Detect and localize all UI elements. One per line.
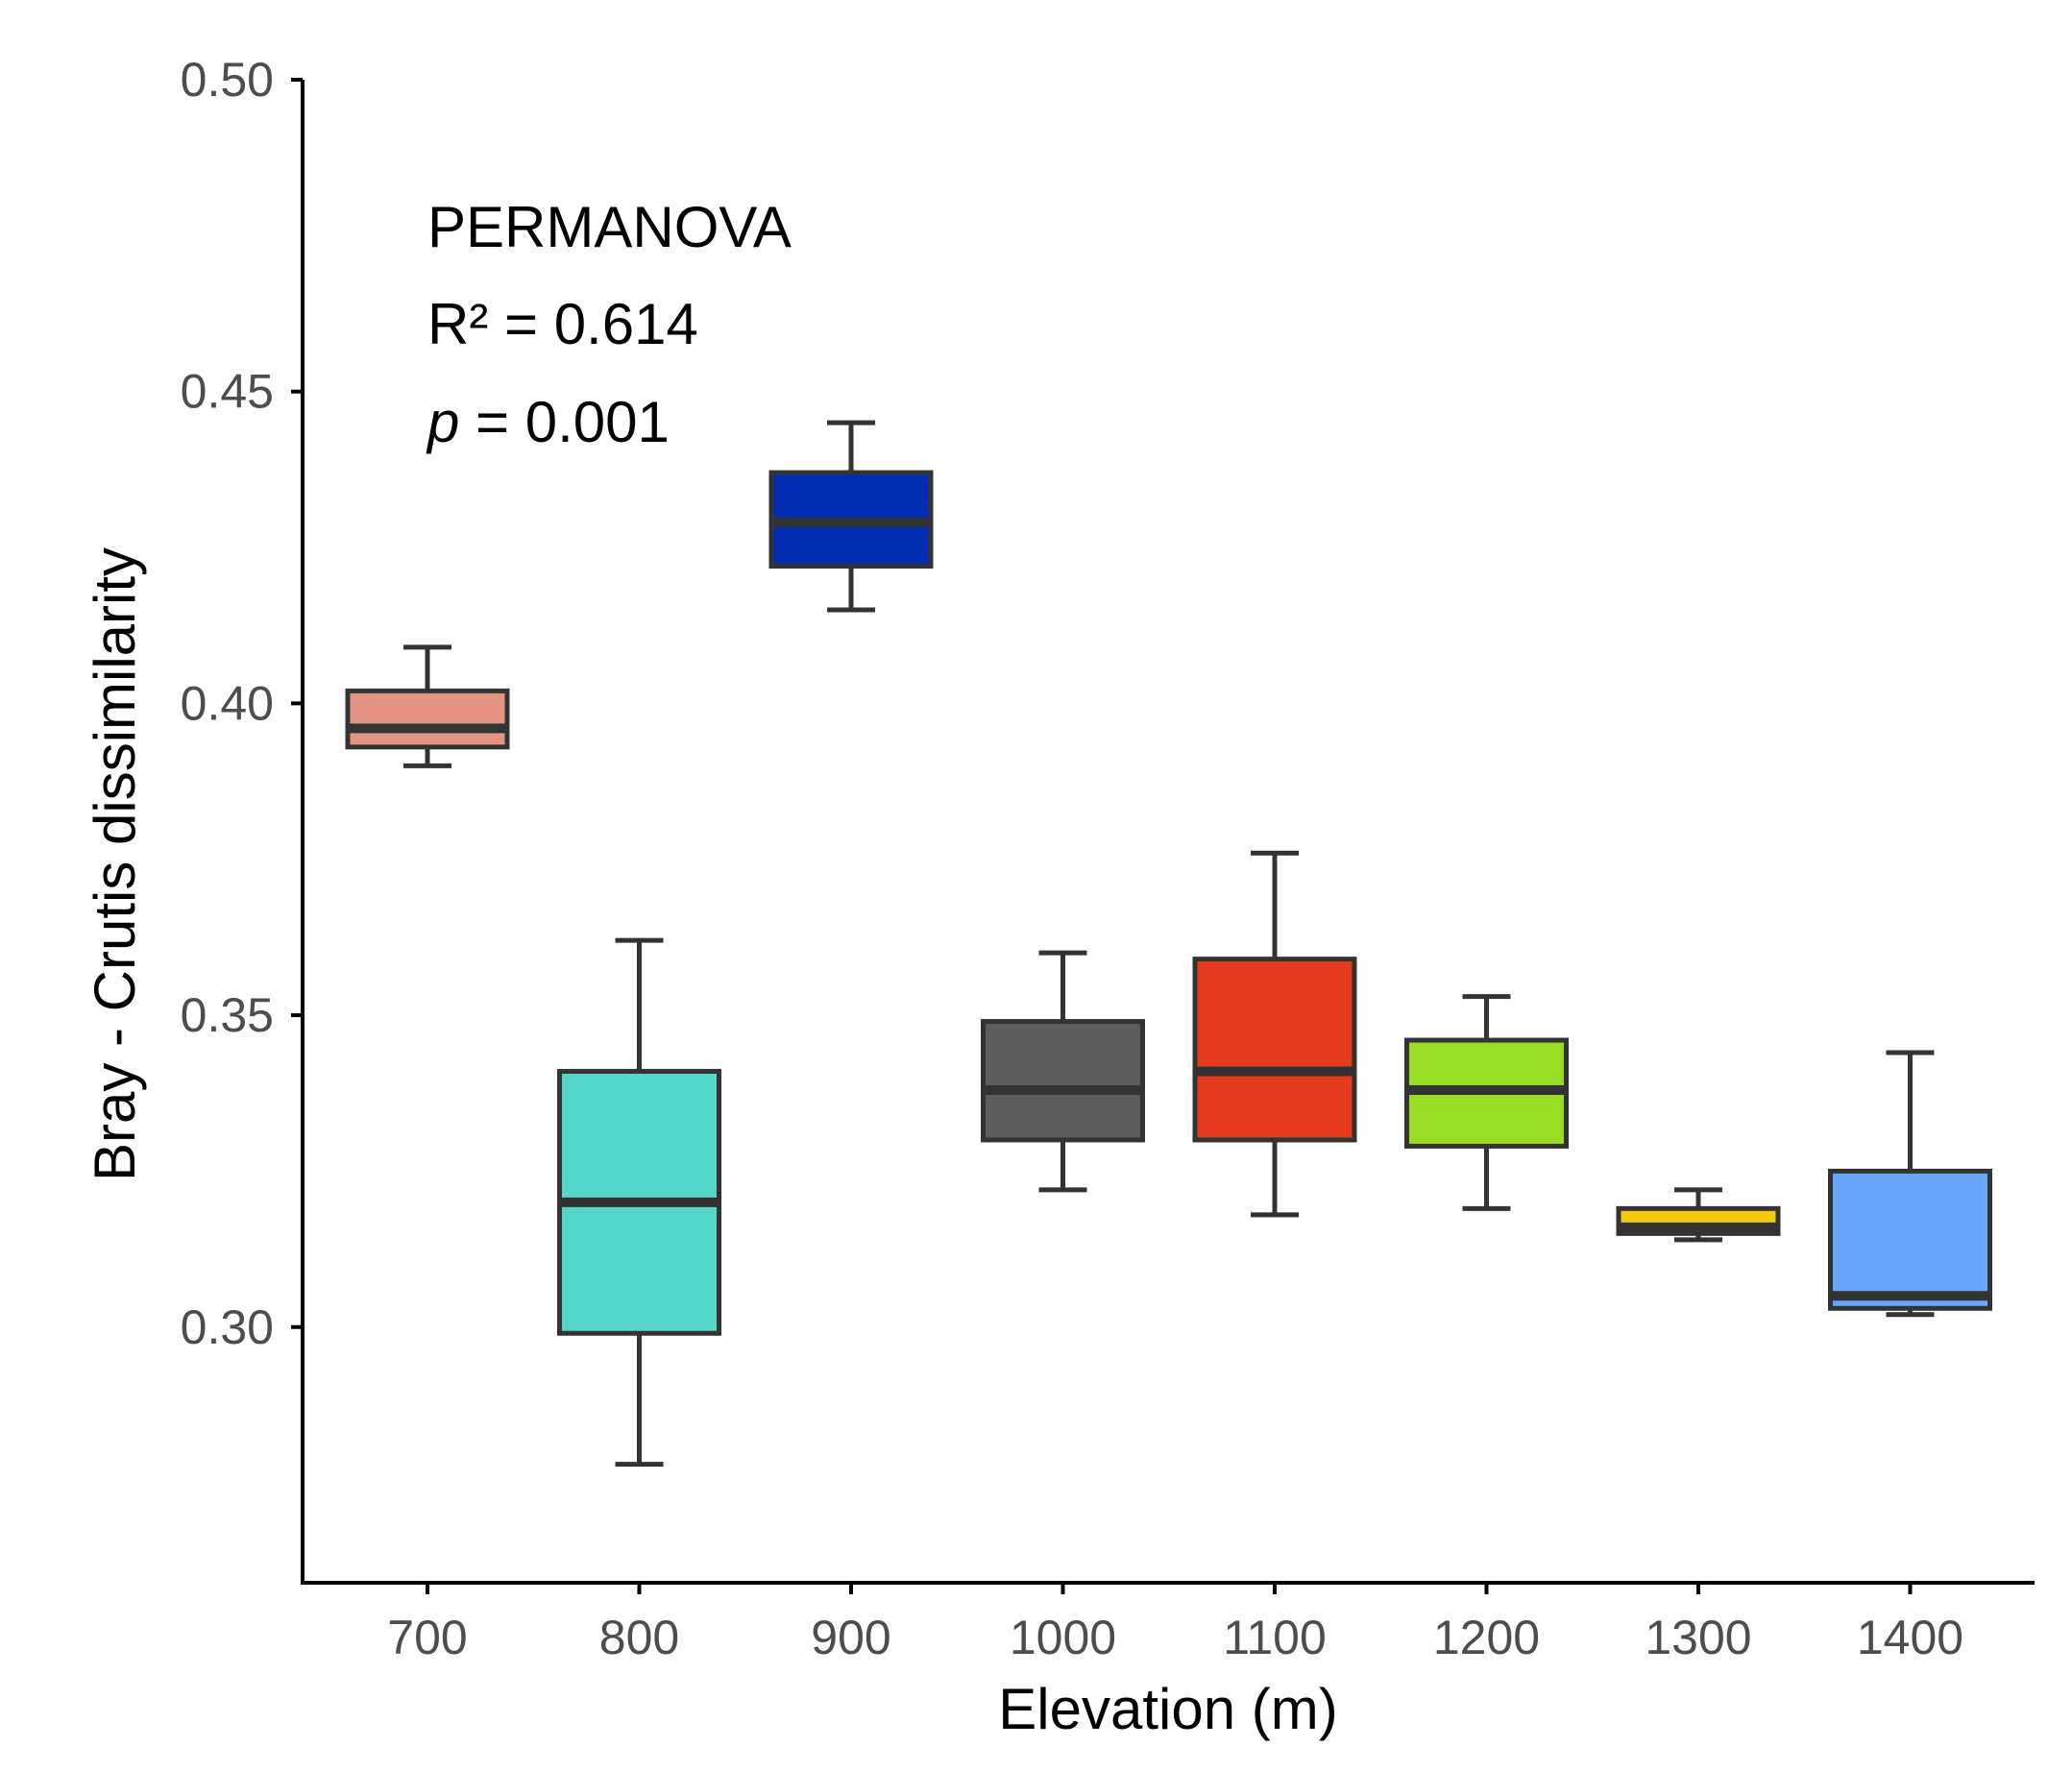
box-body bbox=[1828, 1168, 1992, 1311]
box-700 bbox=[345, 644, 510, 768]
annotation-title: PERMANOVA bbox=[427, 195, 792, 259]
box-800 bbox=[557, 937, 721, 1468]
boxes-layer bbox=[345, 420, 1992, 1468]
x-tick-label: 1000 bbox=[1010, 1611, 1116, 1664]
box-1000 bbox=[981, 950, 1145, 1193]
box-1400 bbox=[1828, 1050, 1992, 1318]
y-tick-label: 0.45 bbox=[181, 365, 274, 419]
box-1100 bbox=[1192, 850, 1357, 1218]
annotation-p-value: p = 0.001 bbox=[426, 390, 670, 454]
permanova-annotation: PERMANOVA R² = 0.614 p = 0.001 bbox=[426, 195, 792, 454]
annotation-p-symbol: p bbox=[426, 390, 459, 454]
box-body bbox=[1192, 957, 1357, 1143]
annotation-p-text: = 0.001 bbox=[459, 390, 670, 454]
x-tick-label: 800 bbox=[599, 1611, 679, 1664]
box-900 bbox=[768, 420, 934, 613]
x-tick-label: 1100 bbox=[1223, 1611, 1327, 1664]
y-ticks-layer: 0.30 0.35 0.40 0.45 0.50 bbox=[181, 53, 303, 1354]
y-tick-label: 0.30 bbox=[181, 1300, 274, 1354]
x-tick-label: 1300 bbox=[1645, 1611, 1751, 1664]
x-tick-label: 900 bbox=[811, 1611, 890, 1664]
x-axis-title: Elevation (m) bbox=[998, 1677, 1337, 1741]
y-tick-label: 0.50 bbox=[181, 53, 274, 107]
y-axis-title: Bray - Crutis dissimilarity bbox=[83, 547, 147, 1181]
box-1300 bbox=[1616, 1187, 1781, 1243]
x-tick-label: 700 bbox=[387, 1611, 467, 1664]
x-ticks-layer: 700 800 900 1000 1100 1200 1300 1400 bbox=[387, 1583, 1963, 1664]
annotation-r2: R² = 0.614 bbox=[427, 292, 698, 356]
box-body bbox=[345, 688, 510, 750]
box-body bbox=[981, 1019, 1145, 1143]
y-tick-label: 0.35 bbox=[181, 988, 274, 1042]
x-tick-label: 1200 bbox=[1433, 1611, 1540, 1664]
y-tick-label: 0.40 bbox=[181, 676, 274, 730]
x-tick-label: 1400 bbox=[1857, 1611, 1963, 1664]
box-1200 bbox=[1404, 994, 1569, 1211]
axes-layer bbox=[301, 80, 2035, 1585]
